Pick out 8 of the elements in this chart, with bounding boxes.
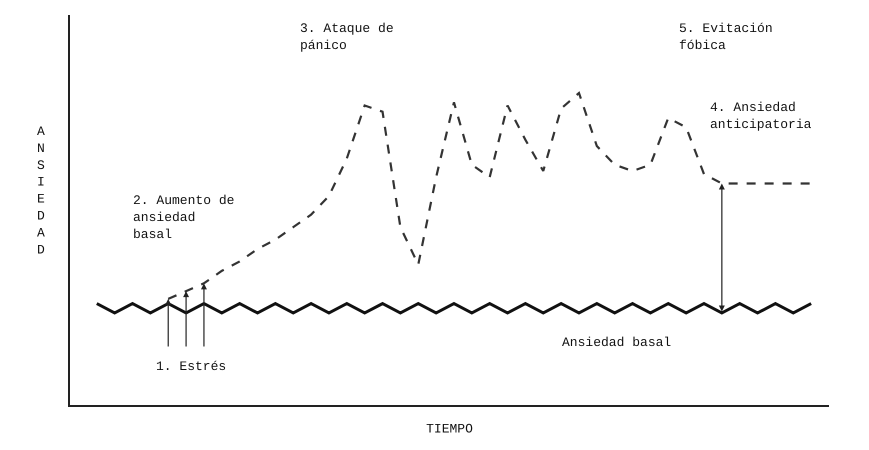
y-axis-title: ANSIEDAD [37, 124, 45, 258]
annotation: Ansiedad basal [562, 335, 672, 350]
annotation: 1. Estrés [156, 359, 226, 374]
annotation: 4. Ansiedad anticipatoria [710, 100, 812, 132]
x-axis-title: TIEMPO [426, 421, 474, 436]
text: 5. Evitación fóbica [679, 21, 773, 53]
annotation: 2. Aumento de ansiedad basal [133, 193, 234, 242]
text: 3. Ataque de pánico [300, 21, 394, 53]
